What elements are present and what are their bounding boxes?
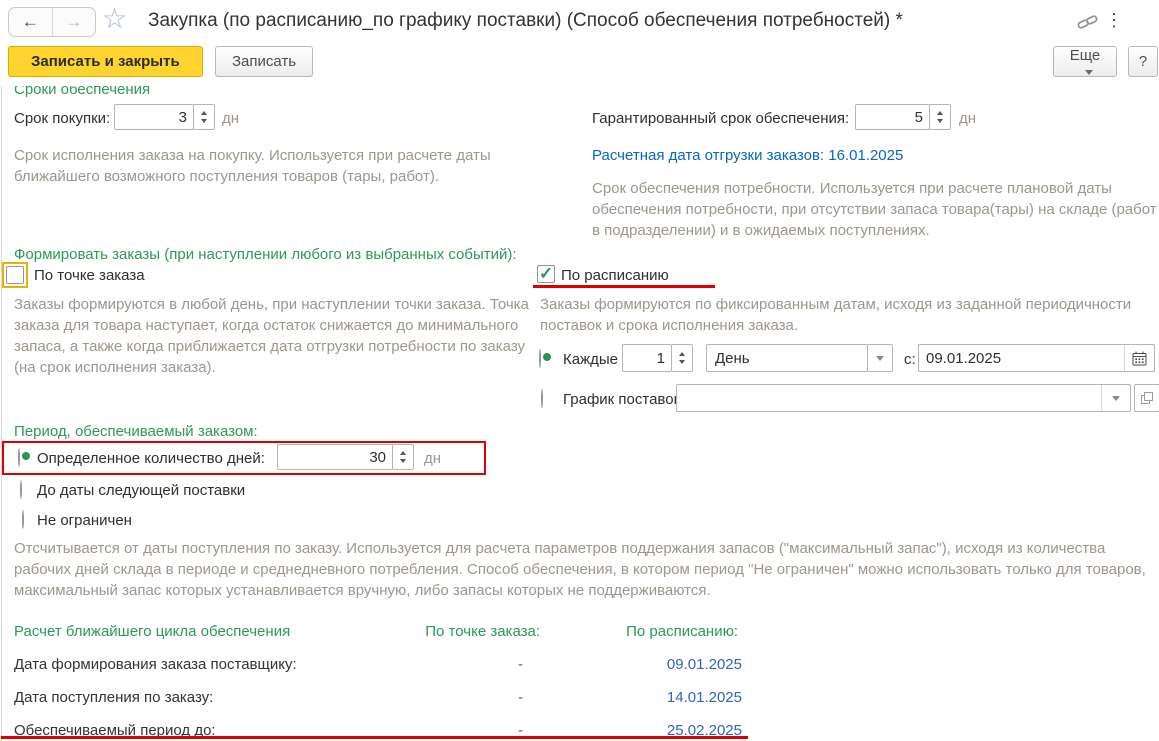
every-qty-spinner[interactable] <box>671 344 693 372</box>
fixed-days-label: Определенное количество дней: <box>37 450 265 467</box>
reorder-checkbox-focus-ring <box>2 262 28 288</box>
cycle-row-reorder-value: - <box>518 722 523 739</box>
from-date-field <box>918 344 1155 372</box>
guaranteed-term-input[interactable] <box>855 104 930 130</box>
back-button[interactable]: ← <box>9 8 53 36</box>
cycle-table-title: Расчет ближайшего цикла обеспечения <box>14 623 291 640</box>
every-qty-field <box>622 344 693 372</box>
calendar-icon[interactable] <box>1124 345 1154 371</box>
cycle-row-schedule-value: 09.01.2025 <box>666 656 742 673</box>
overlapping-squares-icon <box>1141 392 1153 404</box>
purchase-term-hint: Срок исполнения заказа на покупку. Испол… <box>14 147 491 185</box>
fixed-days-field <box>277 444 414 470</box>
nav-button-group: ← → <box>8 7 96 37</box>
supply-schedule-field <box>676 384 1131 412</box>
supply-schedule-radio[interactable] <box>541 389 543 408</box>
more-button-label: Еще <box>1069 47 1101 64</box>
chevron-down-icon <box>876 355 884 361</box>
cycle-row-schedule-value: 25.02.2025 <box>666 722 742 739</box>
unlimited-label: Не ограничен <box>37 512 132 529</box>
section-period-title: Период, обеспечиваемый заказом: <box>14 423 258 440</box>
forward-arrow-icon: → <box>65 12 83 31</box>
cycle-row-schedule-value: 14.01.2025 <box>666 689 742 706</box>
shipment-date-link[interactable]: Расчетная дата отгрузки заказов: 16.01.2… <box>592 147 904 164</box>
reorder-point-hint: Заказы формируются в любой день, при нас… <box>14 296 529 376</box>
until-next-supply-label: До даты следующей поставки <box>37 482 246 499</box>
period-unit-dropdown-button[interactable] <box>867 344 893 372</box>
cycle-row-reorder-value: - <box>518 656 523 673</box>
by-schedule-hint: Заказы формируются по фиксированным дата… <box>540 296 1132 334</box>
fixed-days-unit: дн <box>424 450 442 467</box>
period-unit-value: День <box>706 344 868 372</box>
every-label: Каждые <box>563 351 618 368</box>
fixed-days-spinner[interactable] <box>392 444 414 470</box>
purchase-term-field <box>114 104 215 130</box>
cycle-col-schedule-header: По расписанию: <box>626 623 738 640</box>
every-qty-input[interactable] <box>622 344 672 372</box>
favorite-star-icon[interactable]: ☆ <box>102 3 128 34</box>
purchase-term-unit: дн <box>222 110 240 127</box>
save-button[interactable]: Записать <box>215 46 314 77</box>
annotation-underline-by-schedule <box>533 285 715 288</box>
window-title: Закупка (по расписанию_по графику постав… <box>148 10 903 31</box>
help-button[interactable]: ? <box>1128 46 1158 77</box>
cycle-row-reorder-value: - <box>518 689 523 706</box>
guaranteed-term-unit: дн <box>959 110 977 127</box>
cycle-row-label: Дата формирования заказа поставщику: <box>14 656 297 673</box>
guaranteed-term-spinner[interactable] <box>929 104 951 130</box>
supply-schedule-input[interactable] <box>677 385 1101 411</box>
more-button[interactable]: Еще <box>1053 46 1117 77</box>
fixed-days-radio[interactable] <box>18 448 20 467</box>
purchase-term-spinner[interactable] <box>193 104 215 130</box>
reorder-point-label: По точке заказа <box>34 267 145 284</box>
fixed-days-input[interactable] <box>277 444 393 470</box>
cycle-row-label: Дата поступления по заказу: <box>14 689 214 706</box>
forward-button[interactable]: → <box>53 8 96 36</box>
by-schedule-checkbox[interactable] <box>537 265 555 283</box>
every-radio[interactable] <box>539 349 541 368</box>
menu-dots-icon-clipped[interactable]: ⋮ <box>1152 9 1159 31</box>
purchase-term-label: Срок покупки: <box>14 110 111 127</box>
unlimited-radio[interactable] <box>22 510 24 529</box>
guaranteed-term-label: Гарантированный срок обеспечения: <box>592 110 850 127</box>
guaranteed-term-field <box>855 104 951 130</box>
cycle-row-label: Обеспечиваемый период до: <box>14 722 216 739</box>
supply-schedule-dropdown-button[interactable] <box>1101 385 1130 411</box>
get-link-icon[interactable] <box>1077 13 1098 36</box>
period-unit-select[interactable]: День <box>706 344 893 372</box>
from-date-label: с: <box>904 351 916 368</box>
supply-schedule-open-button[interactable] <box>1134 384 1159 412</box>
form-left-border <box>1 86 2 741</box>
reorder-point-checkbox[interactable] <box>6 266 24 284</box>
until-next-supply-radio[interactable] <box>20 480 22 499</box>
chevron-down-icon <box>1084 70 1093 75</box>
section-events-title: Формировать заказы (при наступлении любо… <box>14 246 517 263</box>
from-date-input[interactable] <box>919 345 1124 371</box>
save-and-close-button[interactable]: Записать и закрыть <box>8 46 203 77</box>
chevron-down-icon <box>1112 395 1120 401</box>
back-arrow-icon: ← <box>21 12 39 31</box>
section-deadlines-title: Сроки обеспечения <box>14 81 151 98</box>
purchase-term-input[interactable] <box>114 104 194 130</box>
by-schedule-label: По расписанию <box>561 267 669 284</box>
period-hint: Отсчитывается от даты поступления по зак… <box>14 540 1146 599</box>
cycle-col-reorder-header: По точке заказа: <box>425 623 540 640</box>
menu-dots-icon[interactable]: ⋮ <box>1105 10 1123 30</box>
supply-schedule-label: График поставок: <box>563 391 685 408</box>
guaranteed-term-hint: Срок обеспечения потребности. Использует… <box>592 180 1157 239</box>
